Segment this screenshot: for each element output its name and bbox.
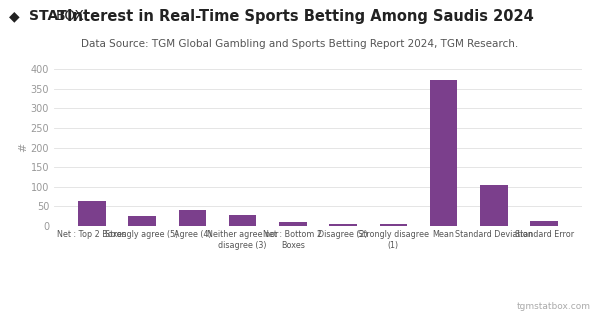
Bar xyxy=(279,222,307,226)
Bar xyxy=(229,215,256,226)
Bar xyxy=(329,224,357,226)
Bar xyxy=(179,210,206,226)
Text: Interest in Real-Time Sports Betting Among Saudis 2024: Interest in Real-Time Sports Betting Amo… xyxy=(67,9,533,24)
Text: BOX: BOX xyxy=(55,9,84,24)
Bar xyxy=(128,216,156,226)
Bar xyxy=(530,221,558,226)
Text: tgmstatbox.com: tgmstatbox.com xyxy=(517,302,591,311)
Bar xyxy=(430,80,457,226)
Text: Data Source: TGM Global Gambling and Sports Betting Report 2024, TGM Research.: Data Source: TGM Global Gambling and Spo… xyxy=(82,39,518,49)
Bar xyxy=(480,185,508,226)
Text: ◆: ◆ xyxy=(9,9,20,24)
Text: STAT: STAT xyxy=(29,9,67,24)
Bar xyxy=(380,224,407,226)
Bar xyxy=(78,201,106,226)
Y-axis label: #: # xyxy=(18,143,28,152)
